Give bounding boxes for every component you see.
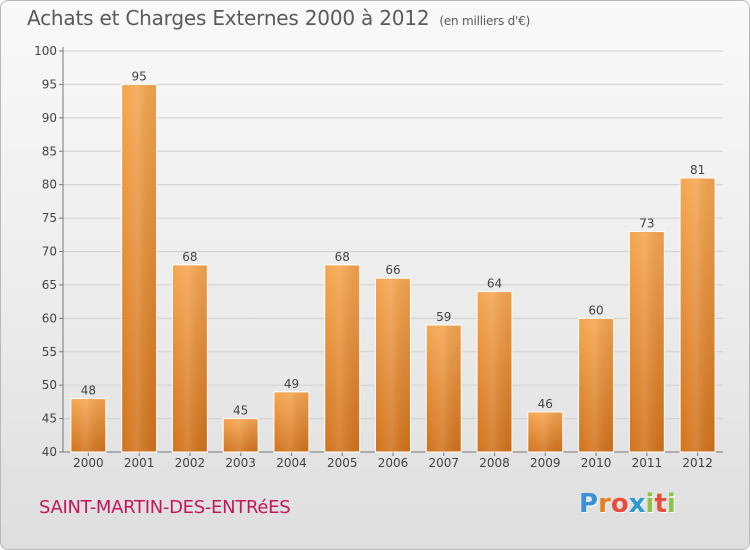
chart-title: Achats et Charges Externes 2000 à 2012 (e… bbox=[27, 6, 530, 30]
bar-shine bbox=[630, 232, 664, 451]
y-tick-label: 80 bbox=[42, 178, 57, 192]
data-labels: 48 95 68 45 49 68 66 59 64 46 60 73 81 bbox=[81, 69, 706, 417]
logo-letter: x bbox=[628, 489, 646, 519]
y-tick-label: 65 bbox=[42, 278, 57, 292]
value-label: 46 bbox=[538, 397, 553, 411]
bar-shine bbox=[478, 292, 512, 451]
chart-unit: (en milliers d'€) bbox=[439, 14, 531, 28]
town-name: SAINT-MARTIN-DES-ENTRéES bbox=[39, 497, 291, 518]
logo-letter: o bbox=[610, 489, 629, 519]
y-tick-label: 70 bbox=[42, 245, 57, 259]
value-label: 45 bbox=[233, 404, 248, 418]
logo-letter: i bbox=[645, 489, 655, 519]
y-tick-label: 90 bbox=[42, 111, 57, 125]
chart-title-text: Achats et Charges Externes 2000 à 2012 bbox=[27, 6, 430, 30]
logo-letter: P bbox=[579, 489, 599, 519]
value-label: 66 bbox=[385, 263, 400, 277]
y-tick-label: 60 bbox=[42, 311, 57, 325]
y-tick-label: 45 bbox=[42, 412, 57, 426]
y-tick-label: 85 bbox=[42, 144, 57, 158]
bar-shine bbox=[122, 85, 156, 452]
x-tick-label: 2006 bbox=[378, 456, 409, 470]
bar-shine bbox=[376, 279, 410, 451]
y-tick-label: 75 bbox=[42, 211, 57, 225]
x-tick-label: 2009 bbox=[530, 456, 561, 470]
value-label: 48 bbox=[81, 384, 96, 398]
x-tick-label: 2007 bbox=[428, 456, 459, 470]
bar-shine bbox=[579, 319, 613, 451]
axes: 40 45 50 55 60 65 70 75 80 85 90 95 100 2000 2001 2002 2… bbox=[34, 44, 723, 470]
value-label: 49 bbox=[284, 377, 299, 391]
logo-letter: t bbox=[654, 489, 667, 519]
value-label: 73 bbox=[639, 216, 654, 230]
bar-shine bbox=[427, 326, 461, 451]
x-tick-label: 2008 bbox=[479, 456, 510, 470]
y-tick-label: 40 bbox=[42, 445, 57, 459]
value-label: 64 bbox=[487, 277, 502, 291]
bar-shine bbox=[173, 265, 207, 451]
x-tick-label: 2003 bbox=[225, 456, 256, 470]
bar-shine bbox=[528, 412, 562, 451]
y-tick-label: 55 bbox=[42, 345, 57, 359]
bars bbox=[70, 83, 716, 453]
x-tick-label: 2004 bbox=[276, 456, 307, 470]
logo-letter: i bbox=[666, 489, 676, 519]
bar-shine bbox=[681, 178, 715, 451]
value-label: 59 bbox=[436, 310, 451, 324]
x-tick-label: 2000 bbox=[73, 456, 104, 470]
x-tick-label: 2012 bbox=[682, 456, 713, 470]
value-label: 81 bbox=[690, 163, 705, 177]
value-label: 60 bbox=[588, 303, 603, 317]
bar-shine bbox=[325, 265, 359, 451]
value-label: 68 bbox=[182, 250, 197, 264]
x-tick-label: 2002 bbox=[175, 456, 206, 470]
logo-letter: r bbox=[598, 489, 611, 519]
x-tick-label: 2001 bbox=[124, 456, 155, 470]
x-tick-label: 2010 bbox=[581, 456, 612, 470]
y-tick-label: 50 bbox=[42, 378, 57, 392]
x-tick-label: 2011 bbox=[632, 456, 663, 470]
y-tick-label: 95 bbox=[42, 77, 57, 91]
value-label: 95 bbox=[132, 69, 147, 83]
y-tick-label: 100 bbox=[34, 44, 57, 58]
bar-shine bbox=[274, 392, 308, 451]
bar-shine bbox=[71, 399, 105, 451]
value-label: 68 bbox=[335, 250, 350, 264]
x-tick-label: 2005 bbox=[327, 456, 358, 470]
proxiti-logo: Proxiti bbox=[579, 489, 676, 519]
bar-shine bbox=[224, 419, 258, 451]
